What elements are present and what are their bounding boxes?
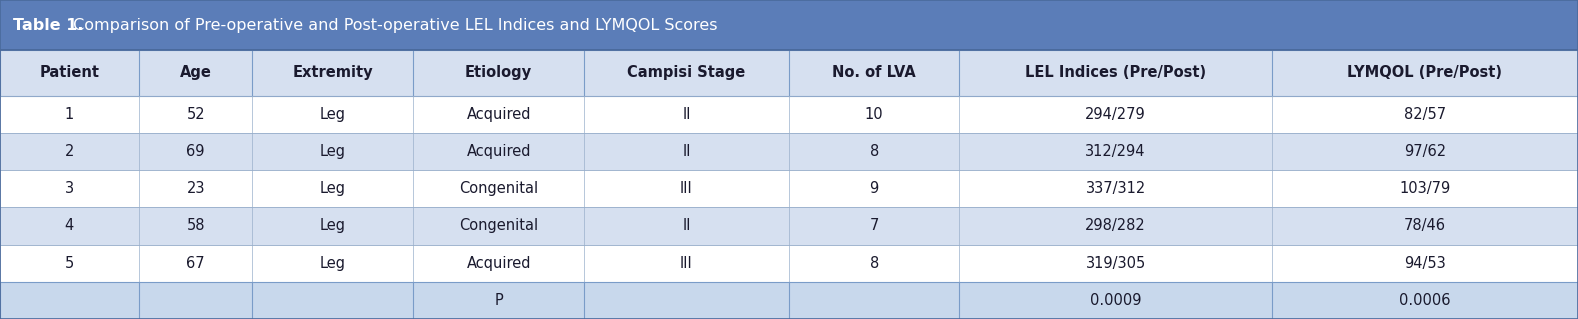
- Text: Leg: Leg: [320, 107, 346, 122]
- Text: 23: 23: [186, 181, 205, 196]
- Text: II: II: [682, 219, 691, 234]
- Text: Patient: Patient: [39, 65, 99, 80]
- Text: 0.0006: 0.0006: [1400, 293, 1450, 308]
- Text: 103/79: 103/79: [1400, 181, 1450, 196]
- Text: 2: 2: [65, 144, 74, 159]
- Text: 0.0009: 0.0009: [1090, 293, 1141, 308]
- Text: No. of LVA: No. of LVA: [832, 65, 917, 80]
- Text: 69: 69: [186, 144, 205, 159]
- Text: 97/62: 97/62: [1404, 144, 1445, 159]
- Text: II: II: [682, 107, 691, 122]
- Text: Acquired: Acquired: [467, 256, 530, 271]
- Bar: [0, 0, 1578, 50]
- Text: III: III: [680, 256, 693, 271]
- Text: Age: Age: [180, 65, 211, 80]
- Text: 78/46: 78/46: [1404, 219, 1445, 234]
- Text: 294/279: 294/279: [1086, 107, 1146, 122]
- Text: 82/57: 82/57: [1404, 107, 1445, 122]
- Text: Table 1.: Table 1.: [13, 18, 84, 33]
- Text: 319/305: 319/305: [1086, 256, 1146, 271]
- Bar: [0, 95, 1578, 133]
- Text: 94/53: 94/53: [1404, 256, 1445, 271]
- Text: Congenital: Congenital: [459, 219, 538, 234]
- Bar: [0, 170, 1578, 207]
- Bar: [0, 244, 1578, 282]
- Text: 58: 58: [186, 219, 205, 234]
- Text: 52: 52: [186, 107, 205, 122]
- Bar: [0, 282, 1578, 319]
- Text: 3: 3: [65, 181, 74, 196]
- Text: Extremity: Extremity: [292, 65, 374, 80]
- Text: P: P: [494, 293, 503, 308]
- Bar: [0, 133, 1578, 170]
- Text: 298/282: 298/282: [1086, 219, 1146, 234]
- Text: Leg: Leg: [320, 144, 346, 159]
- Text: 1: 1: [65, 107, 74, 122]
- Text: Congenital: Congenital: [459, 181, 538, 196]
- Bar: [0, 50, 1578, 95]
- Text: 10: 10: [865, 107, 884, 122]
- Text: 7: 7: [869, 219, 879, 234]
- Text: Leg: Leg: [320, 256, 346, 271]
- Text: Etiology: Etiology: [466, 65, 532, 80]
- Text: Acquired: Acquired: [467, 107, 530, 122]
- Text: Leg: Leg: [320, 181, 346, 196]
- Text: 8: 8: [869, 256, 879, 271]
- Text: 8: 8: [869, 144, 879, 159]
- Text: 337/312: 337/312: [1086, 181, 1146, 196]
- Text: 4: 4: [65, 219, 74, 234]
- Text: Campisi Stage: Campisi Stage: [628, 65, 745, 80]
- Bar: [0, 207, 1578, 244]
- Text: II: II: [682, 144, 691, 159]
- Text: LYMQOL (Pre/Post): LYMQOL (Pre/Post): [1348, 65, 1502, 80]
- Text: 67: 67: [186, 256, 205, 271]
- Text: 5: 5: [65, 256, 74, 271]
- Text: Comparison of Pre-operative and Post-operative LEL Indices and LYMQOL Scores: Comparison of Pre-operative and Post-ope…: [68, 18, 718, 33]
- Text: LEL Indices (Pre/Post): LEL Indices (Pre/Post): [1026, 65, 1206, 80]
- Text: Leg: Leg: [320, 219, 346, 234]
- Text: Acquired: Acquired: [467, 144, 530, 159]
- Text: 312/294: 312/294: [1086, 144, 1146, 159]
- Text: III: III: [680, 181, 693, 196]
- Text: 9: 9: [869, 181, 879, 196]
